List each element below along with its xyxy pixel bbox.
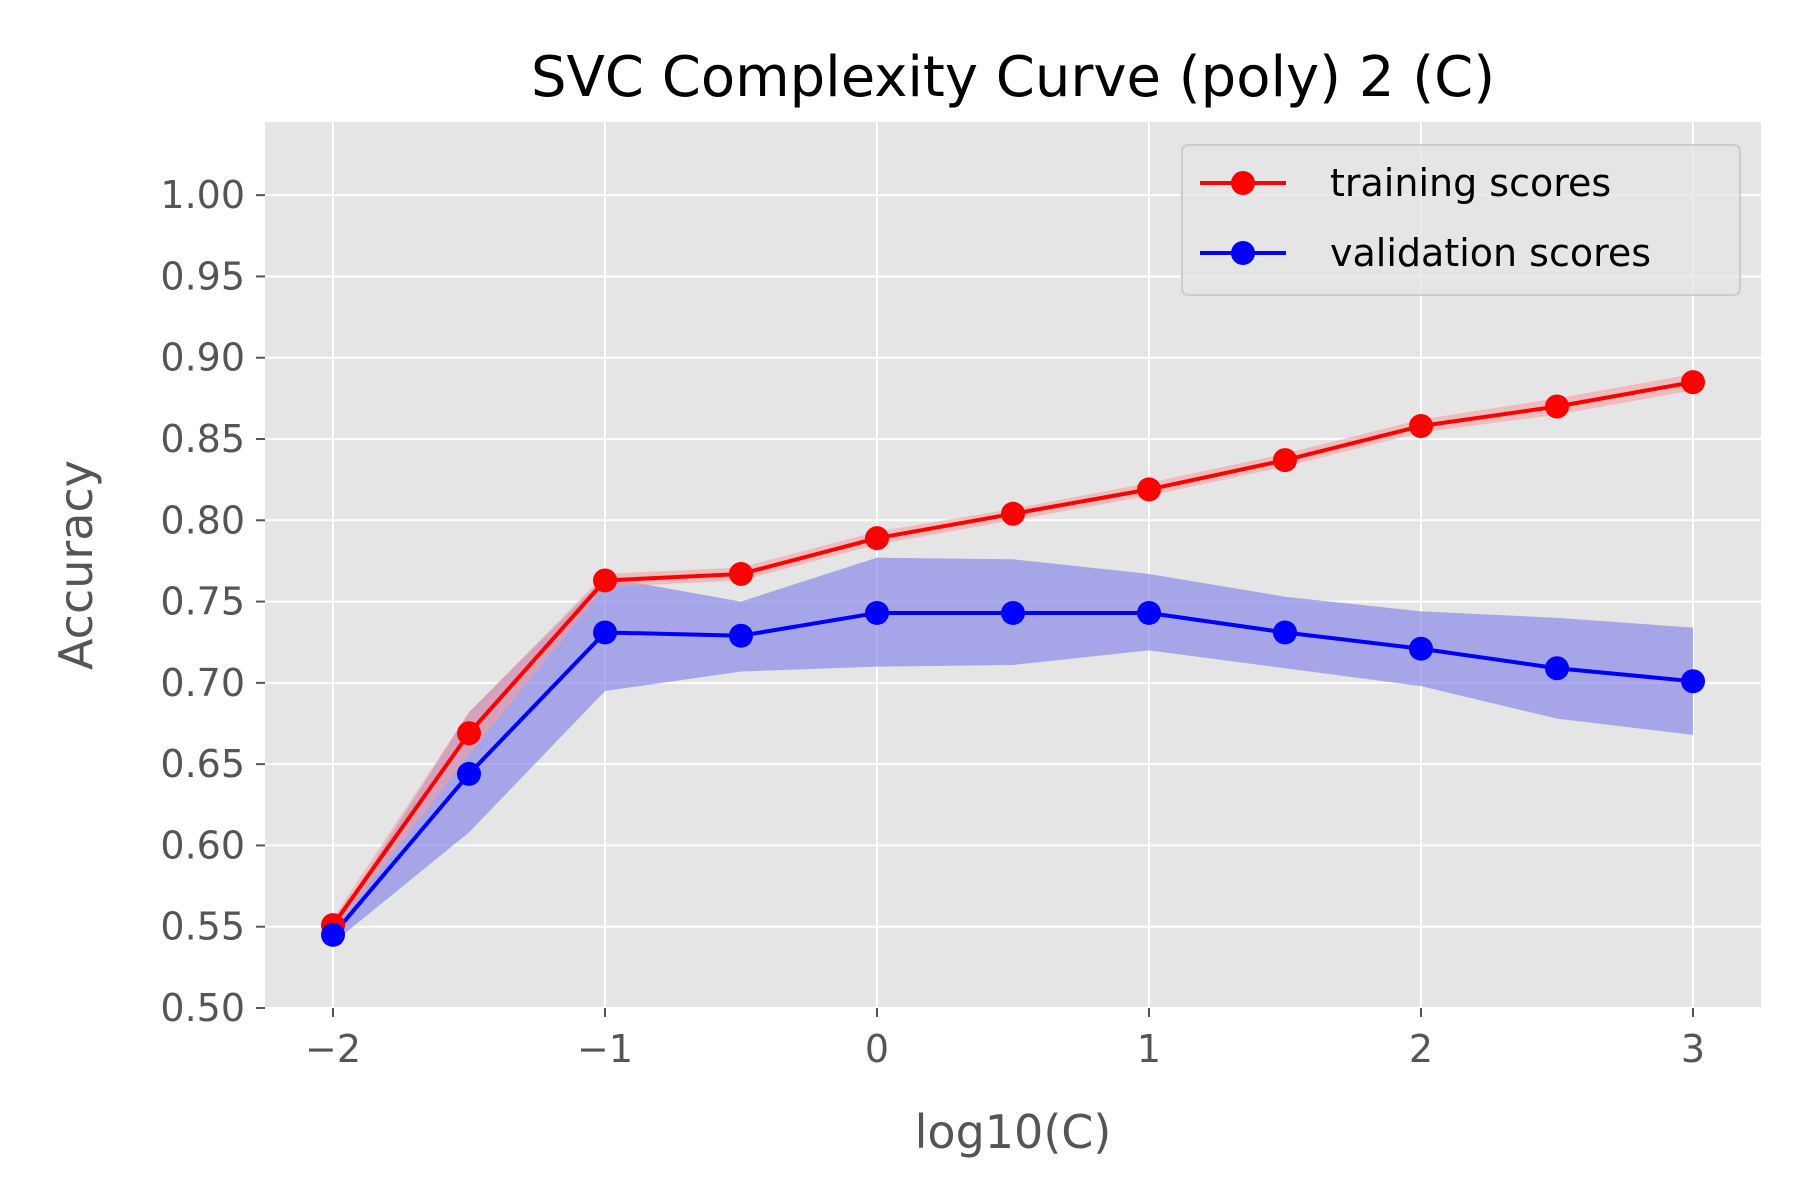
data-point-training [1545, 394, 1569, 419]
x-tick-label: 1 [1137, 1027, 1161, 1071]
data-point-training [1001, 501, 1025, 526]
y-axis-label: Accuracy [49, 460, 103, 670]
data-point-validation [321, 922, 345, 947]
data-point-validation [457, 761, 481, 786]
series-points [321, 370, 1705, 947]
x-tick-label: −2 [305, 1027, 361, 1071]
data-point-validation [1001, 600, 1025, 625]
x-tick-label: 2 [1409, 1027, 1433, 1071]
data-point-validation [593, 620, 617, 645]
data-point-training [865, 526, 889, 551]
y-tick-label: 0.90 [160, 336, 245, 380]
confidence-bands [333, 373, 1693, 943]
y-tick-label: 0.80 [160, 498, 245, 542]
legend-marker-training [1231, 171, 1255, 195]
data-point-training [457, 721, 481, 746]
y-tick-label: 0.55 [160, 905, 245, 949]
x-tick-label: 0 [865, 1027, 889, 1071]
data-point-validation [1545, 656, 1569, 681]
confidence-band-validation [333, 557, 1693, 943]
chart-title: SVC Complexity Curve (poly) 2 (C) [531, 45, 1495, 110]
data-point-training [1409, 414, 1433, 439]
data-point-training [593, 568, 617, 593]
y-tick-label: 0.85 [160, 417, 245, 461]
data-point-training [729, 561, 753, 586]
x-tick-label: −1 [577, 1027, 633, 1071]
x-axis-label: log10(C) [915, 1105, 1112, 1159]
x-tick-label: 3 [1681, 1027, 1705, 1071]
data-point-validation [1137, 600, 1161, 625]
data-point-validation [1681, 669, 1705, 694]
data-point-training [1137, 477, 1161, 502]
y-tick-label: 0.75 [160, 580, 245, 624]
legend-label-validation: validation scores [1330, 231, 1651, 275]
y-axis-ticks: 0.50 0.55 0.60 0.65 0.70 0.75 0.80 0.85 0.90 0.95… [160, 173, 265, 1030]
data-point-validation [1409, 636, 1433, 661]
data-point-training [1273, 448, 1297, 473]
data-point-validation [729, 623, 753, 648]
data-point-validation [865, 600, 889, 625]
y-tick-label: 1.00 [160, 173, 245, 217]
y-tick-label: 0.60 [160, 823, 245, 867]
data-point-training [1681, 370, 1705, 395]
legend-label-training: training scores [1330, 161, 1611, 205]
legend-box [1181, 144, 1741, 296]
data-point-validation [1273, 620, 1297, 645]
y-tick-label: 0.50 [160, 986, 245, 1030]
x-axis-ticks: −2 −1 0 1 2 3 [305, 1008, 1705, 1071]
legend-marker-validation [1231, 241, 1255, 265]
y-tick-label: 0.95 [160, 254, 245, 298]
y-tick-label: 0.70 [160, 661, 245, 705]
y-tick-label: 0.65 [160, 742, 245, 786]
legend: training scores validation scores [1181, 144, 1741, 296]
